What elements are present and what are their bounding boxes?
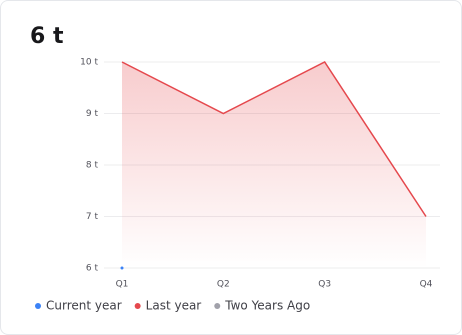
x-tick-label: Q1: [116, 280, 129, 290]
legend-label: Current year: [46, 299, 122, 313]
legend-marker: [214, 303, 221, 309]
legend-label: Two Years Ago: [224, 299, 310, 313]
y-tick-label: 9 t: [86, 109, 99, 119]
x-tick-label: Q4: [420, 280, 433, 290]
line: [121, 61, 427, 217]
x-tick-label: Q2: [217, 280, 230, 290]
legend-label: Last year: [146, 299, 202, 313]
y-tick-label: 6 t: [86, 264, 99, 274]
x-tick-label: Q3: [318, 280, 331, 290]
y-tick-label: 7 t: [86, 212, 99, 222]
legend-marker: [134, 303, 141, 309]
y-tick-label: 10 t: [80, 58, 98, 68]
chart-title: 6 t: [30, 24, 64, 49]
area: [122, 62, 426, 268]
y-tick-label: 8 t: [86, 161, 99, 171]
legend-marker: [35, 303, 41, 309]
